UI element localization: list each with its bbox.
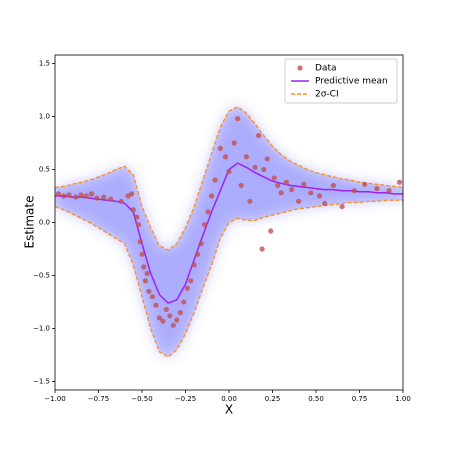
data-point <box>137 238 143 245</box>
data-point <box>174 317 180 323</box>
data-point <box>235 116 241 122</box>
data-point <box>278 190 284 196</box>
data-point <box>149 294 156 300</box>
data-point <box>243 154 249 160</box>
legend-label: 2σ-CI <box>315 90 339 100</box>
data-point <box>264 156 270 162</box>
data-point <box>301 181 307 187</box>
data-point <box>73 194 79 200</box>
data-point <box>339 203 345 210</box>
x-tick-label: −1.00 <box>44 395 65 403</box>
data-point <box>222 154 229 160</box>
data-point <box>167 313 173 319</box>
data-point <box>330 182 336 188</box>
data-point <box>188 278 194 284</box>
legend-label: Predictive mean <box>315 77 388 87</box>
data-point <box>247 198 253 204</box>
data-point <box>101 194 107 200</box>
data-point <box>226 169 232 175</box>
data-point <box>146 288 152 295</box>
data-point <box>289 187 295 193</box>
y-tick-label: 1.5 <box>39 59 50 67</box>
data-point <box>66 192 72 198</box>
data-point <box>362 181 368 187</box>
x-tick-label: 0.50 <box>308 395 324 403</box>
data-point <box>386 188 392 194</box>
y-tick-label: −1.5 <box>33 378 50 386</box>
data-point <box>139 251 145 257</box>
legend-marker <box>297 65 303 71</box>
data-point <box>231 140 237 146</box>
ci-upper <box>55 106 403 251</box>
x-tick-label: 0.00 <box>221 395 237 403</box>
data-point <box>177 310 183 316</box>
data-point <box>351 188 357 194</box>
data-point <box>316 193 323 199</box>
data-point <box>61 193 67 199</box>
data-point <box>163 306 169 313</box>
data-point <box>396 179 403 185</box>
data-point <box>55 191 62 197</box>
data-point <box>198 241 204 247</box>
data-point <box>217 145 223 151</box>
data-point <box>88 191 95 197</box>
y-tick-label: 0.0 <box>39 219 50 227</box>
data-point <box>296 198 302 204</box>
x-tick-label: 0.75 <box>352 395 368 403</box>
data-point <box>135 222 142 228</box>
data-point <box>209 193 215 199</box>
y-tick-label: −0.5 <box>33 272 50 280</box>
x-axis-label: X <box>225 403 233 417</box>
y-axis-label: Estimate <box>23 195 37 248</box>
data-point <box>374 185 380 192</box>
data-point <box>130 207 136 213</box>
data-point <box>205 209 211 215</box>
x-tick-label: 0.25 <box>265 395 281 403</box>
x-tick-label: −0.75 <box>88 395 109 403</box>
legend-label: Data <box>315 64 337 74</box>
data-point <box>144 270 150 276</box>
ci-core <box>55 106 403 358</box>
data-point <box>261 166 267 173</box>
data-point <box>322 200 328 207</box>
data-point <box>78 192 84 198</box>
data-point <box>191 262 197 268</box>
data-point <box>195 251 201 257</box>
x-tick-label: 1.00 <box>395 395 411 403</box>
data-point <box>160 318 166 324</box>
y-tick-label: −1.0 <box>33 325 50 333</box>
data-point <box>108 196 114 202</box>
x-tick-label: −0.50 <box>131 395 152 403</box>
data-point <box>259 246 265 252</box>
data-point <box>252 164 258 170</box>
data-point <box>118 198 124 204</box>
data-point <box>134 214 140 220</box>
data-point <box>212 177 218 183</box>
y-tick-label: 1.0 <box>39 112 50 120</box>
legend-box <box>284 58 398 104</box>
plot-area <box>55 106 403 358</box>
data-point <box>156 315 162 321</box>
data-point <box>202 222 208 228</box>
data-point <box>181 299 187 305</box>
data-point <box>275 182 281 188</box>
data-point <box>83 193 89 199</box>
data-point <box>308 190 314 196</box>
data-point <box>94 195 100 201</box>
data-point <box>170 322 176 328</box>
data-point <box>255 132 262 139</box>
data-point <box>283 179 290 185</box>
y-tick-label: 0.5 <box>39 165 50 173</box>
data-point <box>141 264 147 270</box>
data-point <box>142 278 149 284</box>
data-point <box>271 175 277 181</box>
data-point <box>184 285 190 291</box>
x-tick-label: −0.25 <box>175 395 196 403</box>
data-point <box>268 228 274 234</box>
ci-lower <box>55 199 403 358</box>
data-point <box>153 302 159 308</box>
data-point <box>128 191 135 197</box>
data-point <box>238 182 244 188</box>
